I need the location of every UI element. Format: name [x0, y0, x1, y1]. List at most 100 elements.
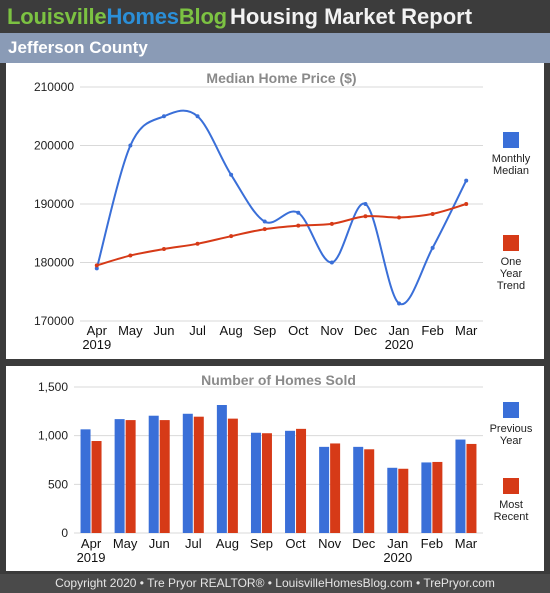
- bar: [261, 433, 272, 533]
- y-tick-label: 170000: [34, 314, 74, 328]
- x-tick-label: May: [113, 536, 138, 551]
- bar: [227, 418, 238, 533]
- x-tick-label: Mar: [455, 323, 478, 338]
- brand-part-louisville: Louisville: [7, 4, 107, 29]
- bar: [250, 432, 261, 533]
- legend-swatch: [503, 235, 519, 251]
- x-tick-label: Oct: [285, 536, 306, 551]
- homes-sold-chart: Number of Homes Sold 0 500 1,000 1,500 Apr May…: [38, 372, 533, 565]
- data-point: [296, 223, 301, 228]
- report-title: Housing Market Report: [230, 4, 473, 29]
- data-point: [262, 227, 267, 232]
- data-point: [94, 266, 99, 271]
- y-tick-label: 200000: [34, 139, 74, 153]
- year-label: 2019: [77, 550, 106, 565]
- x-tick-label: Jul: [185, 536, 202, 551]
- brand-part-blog: Blog: [178, 4, 227, 29]
- bar: [193, 416, 204, 533]
- data-point: [161, 247, 166, 252]
- y-tick-label: 190000: [34, 197, 74, 211]
- county-bar: Jefferson County: [0, 33, 550, 63]
- data-point: [229, 234, 234, 239]
- data-point: [464, 178, 469, 183]
- data-point: [262, 219, 267, 224]
- legend-label: Year: [500, 435, 523, 447]
- x-tick-label: Jul: [189, 323, 206, 338]
- y-tick-label: 0: [61, 526, 68, 540]
- data-point: [195, 114, 200, 119]
- data-point: [397, 215, 402, 220]
- x-tick-label: Nov: [318, 536, 342, 551]
- data-point: [363, 214, 368, 219]
- y-tick-label: 1,000: [38, 429, 68, 443]
- data-point: [128, 253, 133, 258]
- bar: [455, 439, 466, 533]
- bar: [398, 468, 409, 533]
- bar: [296, 428, 307, 533]
- bar: [387, 467, 398, 533]
- bar: [159, 420, 170, 533]
- data-point: [94, 263, 99, 268]
- legend-label: Trend: [497, 280, 525, 292]
- data-point: [397, 301, 402, 306]
- median-price-panel: Median Home Price ($) 170000 180000 190000 2…: [6, 63, 544, 359]
- data-point: [329, 221, 334, 226]
- x-tick-label: Jun: [149, 536, 170, 551]
- x-tick-label: Sep: [253, 323, 276, 338]
- legend-label: One: [501, 256, 522, 268]
- county-name: Jefferson County: [8, 38, 148, 57]
- year-label: 2019: [82, 337, 111, 352]
- x-tick-label: Mar: [455, 536, 478, 551]
- brand-logo: LouisvilleHomesBlog: [7, 3, 227, 31]
- data-point: [430, 245, 435, 250]
- bar: [125, 420, 136, 533]
- bar: [421, 462, 432, 533]
- x-tick-label: Jun: [153, 323, 174, 338]
- homes-sold-panel: Number of Homes Sold 0 500 1,000 1,500 Apr May…: [6, 366, 544, 571]
- legend-label: Most: [499, 499, 523, 511]
- data-point: [128, 143, 133, 148]
- data-point: [195, 241, 200, 246]
- data-point: [363, 202, 368, 206]
- x-tick-label: Apr: [81, 536, 102, 551]
- data-point: [161, 114, 166, 119]
- year-label: 2020: [385, 337, 414, 352]
- x-tick-label: Dec: [354, 323, 378, 338]
- series-line: [96, 203, 467, 267]
- legend-label: Previous: [490, 423, 533, 435]
- x-tick-label: Oct: [288, 323, 309, 338]
- bar: [319, 446, 330, 533]
- bar: [353, 446, 364, 533]
- bar: [432, 461, 443, 533]
- data-point: [430, 211, 435, 216]
- x-tick-label: Nov: [320, 323, 344, 338]
- legend-label: Median: [493, 165, 529, 177]
- bar: [148, 415, 159, 533]
- year-label: 2020: [383, 550, 412, 565]
- chart-title: Number of Homes Sold: [201, 372, 356, 388]
- y-tick-label: 1,500: [38, 380, 68, 394]
- bar: [91, 441, 102, 533]
- y-tick-label: 180000: [34, 256, 74, 270]
- bar: [216, 405, 227, 533]
- brand-part-homes: Homes: [106, 4, 179, 29]
- data-point: [229, 172, 234, 177]
- x-tick-label: May: [118, 323, 143, 338]
- y-tick-label: 210000: [34, 80, 74, 94]
- bar: [364, 449, 375, 533]
- bar: [80, 429, 91, 533]
- chart-title: Median Home Price ($): [206, 70, 356, 86]
- bar: [330, 443, 341, 533]
- header-bar: LouisvilleHomesBlog Housing Market Repor…: [0, 0, 550, 33]
- x-tick-label: Feb: [421, 323, 443, 338]
- data-point: [296, 210, 301, 215]
- legend-label: Year: [500, 268, 523, 280]
- legend-swatch: [503, 132, 519, 148]
- legend-swatch: [503, 402, 519, 418]
- legend-label: Recent: [494, 511, 529, 523]
- series-line: [95, 109, 468, 306]
- x-tick-label: Jan: [387, 536, 408, 551]
- data-point: [464, 202, 469, 206]
- bar: [466, 443, 477, 533]
